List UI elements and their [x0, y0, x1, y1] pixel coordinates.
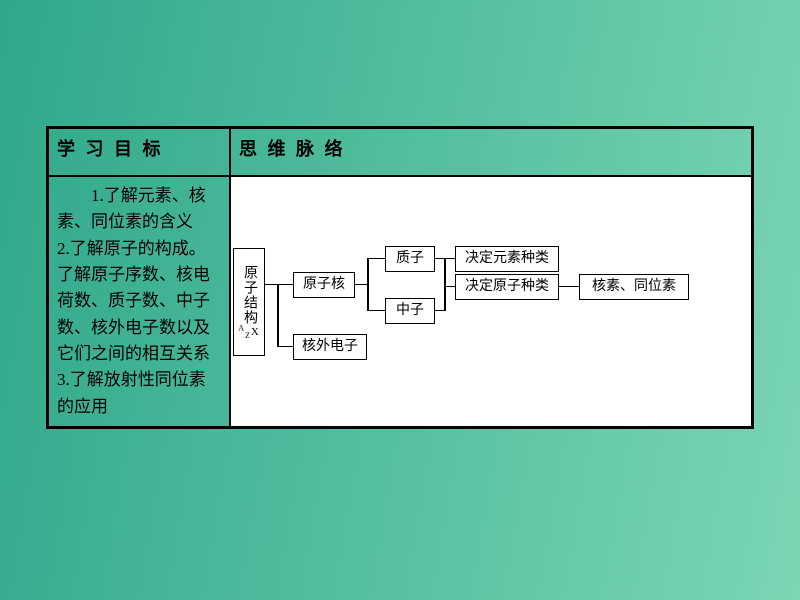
content-table: 学 习 目 标 思 维 脉 络 1.了解元素、核素、同位素的含义 2.了解原子的… [46, 126, 754, 429]
objective-2: 2.了解原子的构成。了解原子序数、核电荷数、质子数、中子数、核外电子数以及它们之… [57, 236, 221, 368]
connector-line [265, 284, 277, 286]
table-body-row: 1.了解元素、核素、同位素的含义 2.了解原子的构成。了解原子序数、核电荷数、质… [48, 176, 753, 428]
node-proton: 质子 [385, 246, 435, 272]
connector-line [444, 258, 446, 311]
connector-line [559, 286, 579, 288]
connector-line [444, 286, 455, 288]
diagram-wrap: 原子结构 AZX 原子核 核外电子 质子 中子 决定元素种类 决定原子种类 核素… [231, 177, 751, 426]
node-nucleus: 原子核 [293, 272, 355, 298]
header-objectives: 学 习 目 标 [48, 128, 231, 177]
node-root-sub: AZX [238, 327, 260, 338]
page-root: 学 习 目 标 思 维 脉 络 1.了解元素、核素、同位素的含义 2.了解原子的… [0, 0, 800, 600]
objective-1-text: 1.了解元素、核素、同位素的含义 [57, 186, 206, 231]
node-nuclide-isotope: 核素、同位素 [579, 274, 689, 300]
atom-structure-diagram: 原子结构 AZX 原子核 核外电子 质子 中子 决定元素种类 决定原子种类 核素… [231, 222, 751, 382]
node-determines-atom: 决定原子种类 [455, 274, 559, 300]
diagram-cell: 原子结构 AZX 原子核 核外电子 质子 中子 决定元素种类 决定原子种类 核素… [230, 176, 753, 428]
connector-line [277, 284, 293, 286]
objective-3: 3.了解放射性同位素的应用 [57, 367, 221, 420]
header-mindmap: 思 维 脉 络 [230, 128, 753, 177]
connector-line [367, 310, 385, 312]
connector-line [367, 258, 369, 311]
connector-line [277, 284, 279, 347]
node-determines-element: 决定元素种类 [455, 246, 559, 272]
objective-1: 1.了解元素、核素、同位素的含义 [57, 183, 221, 236]
objectives-cell: 1.了解元素、核素、同位素的含义 2.了解原子的构成。了解原子序数、核电荷数、质… [48, 176, 231, 428]
node-atom-structure: 原子结构 AZX [233, 248, 265, 356]
connector-line [277, 346, 293, 348]
node-outer-electron: 核外电子 [293, 334, 367, 360]
table-header-row: 学 习 目 标 思 维 脉 络 [48, 128, 753, 177]
connector-line [367, 258, 385, 260]
node-neutron: 中子 [385, 298, 435, 324]
connector-line [355, 284, 367, 286]
node-root-main: 原子结构 [241, 265, 257, 325]
